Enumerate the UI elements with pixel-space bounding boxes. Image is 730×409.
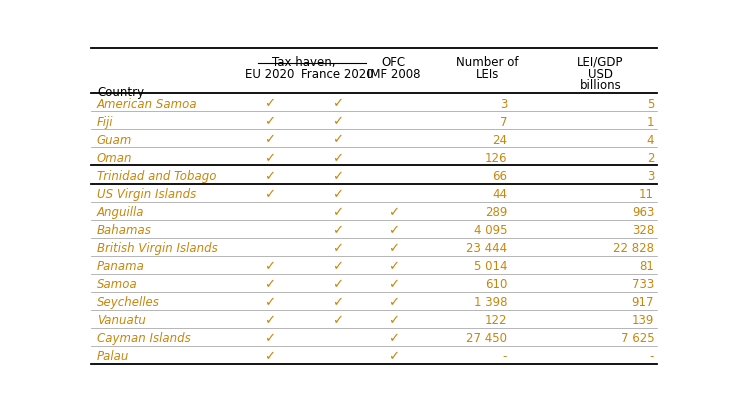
Text: 733: 733 [632,277,654,290]
Text: OFC: OFC [382,55,406,68]
Text: 328: 328 [632,223,654,236]
Text: ✓: ✓ [332,187,343,200]
Text: Palau: Palau [97,349,129,362]
Text: 66: 66 [492,169,507,182]
Text: -: - [650,349,654,362]
Text: LEIs: LEIs [475,68,499,81]
Text: ✓: ✓ [332,223,343,236]
Text: ✓: ✓ [388,205,399,218]
Text: Guam: Guam [97,133,132,146]
Text: 3: 3 [500,97,507,110]
Text: ✓: ✓ [332,115,343,128]
Text: ✓: ✓ [332,313,343,326]
Text: 24: 24 [492,133,507,146]
Text: Vanuatu: Vanuatu [97,313,146,326]
Text: IMF 2008: IMF 2008 [367,68,420,81]
Text: ✓: ✓ [332,151,343,164]
Text: ✓: ✓ [388,349,399,362]
Text: 963: 963 [631,205,654,218]
Text: ✓: ✓ [388,313,399,326]
Text: 27 450: 27 450 [466,331,507,344]
Text: 44: 44 [492,187,507,200]
Text: France 2020: France 2020 [301,68,374,81]
Text: 23 444: 23 444 [466,241,507,254]
Text: Anguilla: Anguilla [97,205,145,218]
Text: ✓: ✓ [332,241,343,254]
Text: 289: 289 [485,205,507,218]
Text: 1 398: 1 398 [474,295,507,308]
Text: 81: 81 [639,259,654,272]
Text: ✓: ✓ [388,331,399,344]
Text: 7: 7 [499,115,507,128]
Text: 4 095: 4 095 [474,223,507,236]
Text: LEI/GDP: LEI/GDP [577,55,623,68]
Text: 7 625: 7 625 [620,331,654,344]
Text: 610: 610 [485,277,507,290]
Text: ✓: ✓ [332,169,343,182]
Text: 4: 4 [647,133,654,146]
Text: ✓: ✓ [388,295,399,308]
Text: ✓: ✓ [332,277,343,290]
Text: 1: 1 [647,115,654,128]
Text: EU 2020: EU 2020 [245,68,294,81]
Text: 139: 139 [631,313,654,326]
Text: ✓: ✓ [388,241,399,254]
Text: billions: billions [580,79,621,92]
Text: 3: 3 [647,169,654,182]
Text: 126: 126 [485,151,507,164]
Text: Seychelles: Seychelles [97,295,160,308]
Text: ✓: ✓ [264,295,275,308]
Text: ✓: ✓ [332,97,343,110]
Text: ✓: ✓ [388,223,399,236]
Text: British Virgin Islands: British Virgin Islands [97,241,218,254]
Text: ✓: ✓ [388,277,399,290]
Text: US Virgin Islands: US Virgin Islands [97,187,196,200]
Text: Number of: Number of [456,55,518,68]
Text: USD: USD [588,68,613,81]
Text: ✓: ✓ [264,115,275,128]
Text: ✓: ✓ [332,259,343,272]
Text: ✓: ✓ [264,331,275,344]
Text: 2: 2 [647,151,654,164]
Text: Panama: Panama [97,259,145,272]
Text: 11: 11 [639,187,654,200]
Text: ✓: ✓ [264,133,275,146]
Text: ✓: ✓ [264,277,275,290]
Text: ✓: ✓ [264,97,275,110]
Text: Country: Country [97,86,144,99]
Text: American Samoa: American Samoa [97,97,198,110]
Text: ✓: ✓ [332,205,343,218]
Text: 5: 5 [647,97,654,110]
Text: ✓: ✓ [264,349,275,362]
Text: ✓: ✓ [264,151,275,164]
Text: ✓: ✓ [388,259,399,272]
Text: Trinidad and Tobago: Trinidad and Tobago [97,169,216,182]
Text: Oman: Oman [97,151,132,164]
Text: Cayman Islands: Cayman Islands [97,331,191,344]
Text: 122: 122 [485,313,507,326]
Text: 917: 917 [631,295,654,308]
Text: Bahamas: Bahamas [97,223,152,236]
Text: 5 014: 5 014 [474,259,507,272]
Text: ✓: ✓ [264,259,275,272]
Text: Fiji: Fiji [97,115,113,128]
Text: ✓: ✓ [332,295,343,308]
Text: -: - [503,349,507,362]
Text: 22 828: 22 828 [613,241,654,254]
Text: ✓: ✓ [264,169,275,182]
Text: ✓: ✓ [264,313,275,326]
Text: Samoa: Samoa [97,277,138,290]
Text: Tax haven,: Tax haven, [272,55,335,68]
Text: ✓: ✓ [264,187,275,200]
Text: ✓: ✓ [332,133,343,146]
